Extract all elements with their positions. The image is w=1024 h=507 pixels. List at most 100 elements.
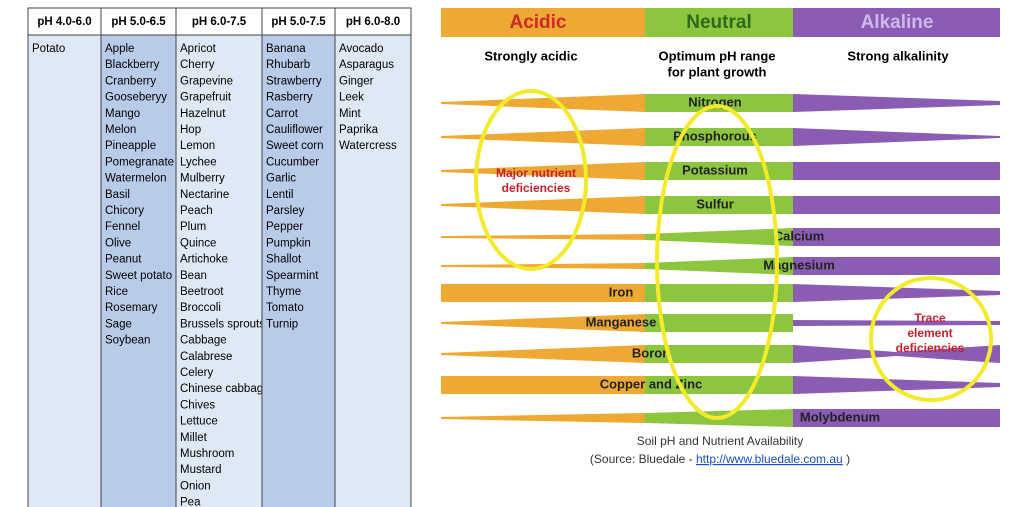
table-item: Celery bbox=[180, 367, 213, 379]
table-item: Lettuce bbox=[180, 416, 218, 428]
table-item: Pineapple bbox=[105, 140, 156, 152]
table-item: Onion bbox=[180, 480, 211, 492]
table-item: Apple bbox=[105, 43, 134, 55]
table-item: Sweet corn bbox=[266, 140, 324, 152]
neutral-band bbox=[645, 8, 793, 37]
table-item: Pomegranate bbox=[105, 156, 174, 168]
annotation: Trace bbox=[914, 311, 946, 325]
nutrient-band bbox=[645, 257, 793, 275]
table-column bbox=[334, 34, 412, 507]
nutrient-band bbox=[441, 234, 645, 240]
table-item: Lychee bbox=[180, 156, 217, 168]
zone-label: Neutral bbox=[686, 12, 751, 33]
table-item: Avocado bbox=[339, 43, 384, 55]
nutrient-band bbox=[793, 162, 1000, 180]
table-item: Tomato bbox=[266, 302, 304, 314]
table-item: Olive bbox=[105, 237, 131, 249]
nutrient-label: Sulfur bbox=[696, 196, 734, 211]
nutrient-band bbox=[441, 196, 645, 214]
table-item: Basil bbox=[105, 189, 130, 201]
caption-text: (Source: Bluedale - bbox=[590, 452, 696, 466]
table-item: Cabbage bbox=[180, 335, 227, 347]
table-item: Blackberry bbox=[105, 59, 160, 71]
annotation: deficiencies bbox=[896, 341, 965, 355]
nutrient-band bbox=[441, 128, 645, 146]
table-column bbox=[27, 34, 102, 507]
table-column bbox=[175, 34, 263, 507]
table-item: Carrot bbox=[266, 108, 299, 120]
nutrient-label: Phosphorous bbox=[673, 128, 757, 143]
table-item: Pea bbox=[180, 497, 201, 507]
table-item: Rhubarb bbox=[266, 59, 310, 71]
source-link[interactable]: http://www.bluedale.com.au bbox=[696, 452, 843, 466]
highlight-ellipse bbox=[474, 89, 588, 271]
table-header: pH 5.0-6.5 bbox=[111, 16, 166, 28]
table-item: Paprika bbox=[339, 124, 379, 136]
nutrient-band bbox=[793, 94, 1000, 112]
table-item: Grapevine bbox=[180, 75, 233, 87]
table-item: Quince bbox=[180, 237, 216, 249]
table-item: Rosemary bbox=[105, 302, 158, 314]
nutrient-label: Potassium bbox=[682, 162, 748, 177]
nutrient-label: Magnesium bbox=[763, 257, 835, 272]
table-header: pH 5.0-7.5 bbox=[271, 16, 326, 28]
table-item: Chinese cabbage bbox=[180, 383, 270, 395]
table-item: Rasberry bbox=[266, 92, 313, 104]
table-item: Hop bbox=[180, 124, 201, 136]
table-item: Cauliflower bbox=[266, 124, 323, 136]
table-header-cell bbox=[100, 7, 177, 36]
table-item: Cherry bbox=[180, 59, 215, 71]
nutrient-band bbox=[645, 196, 793, 214]
table-item: Mulberry bbox=[180, 173, 225, 185]
nutrient-band bbox=[441, 162, 645, 180]
table-item: Artichoke bbox=[180, 254, 228, 266]
nutrient-band bbox=[645, 345, 793, 363]
table-item: Shallot bbox=[266, 254, 302, 266]
table-item: Nectarine bbox=[180, 189, 229, 201]
table-item: Brussels sprouts bbox=[180, 318, 265, 330]
table-item: Mango bbox=[105, 108, 140, 120]
table-item: Gooseberyy bbox=[105, 92, 167, 104]
caption: Soil pH and Nutrient Availability bbox=[637, 434, 804, 448]
table-item: Asparagus bbox=[339, 59, 394, 71]
table-item: Peach bbox=[180, 205, 213, 217]
table-item: Strawberry bbox=[266, 75, 322, 87]
nutrient-band bbox=[793, 228, 1000, 246]
nutrient-band bbox=[441, 94, 645, 112]
nutrient-band bbox=[441, 376, 645, 394]
zone-label: Acidic bbox=[509, 12, 566, 33]
alkaline-band bbox=[793, 8, 1000, 37]
table-item: Ginger bbox=[339, 75, 374, 87]
table-item: Parsley bbox=[266, 205, 305, 217]
table-item: Garlic bbox=[266, 173, 296, 185]
table-item: Broccoli bbox=[180, 302, 221, 314]
table-item: Rice bbox=[105, 286, 128, 298]
table-header: pH 4.0-6.0 bbox=[37, 16, 91, 28]
nutrient-band bbox=[645, 228, 793, 246]
nutrient-band bbox=[793, 320, 1000, 326]
table-item: Melon bbox=[105, 124, 136, 136]
table-item: Mint bbox=[339, 108, 362, 120]
annotation: deficiencies bbox=[502, 181, 571, 195]
subheader: for plant growth bbox=[668, 64, 767, 79]
table-item: Plum bbox=[180, 221, 206, 233]
table-item: Mustard bbox=[180, 464, 222, 476]
nutrient-band bbox=[645, 94, 793, 112]
acidic-band bbox=[441, 8, 645, 37]
table-column bbox=[100, 34, 177, 507]
table-item: Cranberry bbox=[105, 75, 156, 87]
nutrient-band bbox=[441, 314, 645, 332]
nutrient-band bbox=[645, 284, 793, 302]
nutrient-label: Boron bbox=[632, 345, 670, 360]
table-item: Soybean bbox=[105, 335, 150, 347]
table-item: Banana bbox=[266, 43, 306, 55]
table-item: Turnip bbox=[266, 318, 298, 330]
table-item: Thyme bbox=[266, 286, 301, 298]
nutrient-band bbox=[793, 196, 1000, 214]
table-item: Lentil bbox=[266, 189, 294, 201]
nutrient-band bbox=[793, 284, 1000, 302]
table-item: Chives bbox=[180, 399, 215, 411]
subheader: Strong alkalinity bbox=[847, 48, 949, 63]
